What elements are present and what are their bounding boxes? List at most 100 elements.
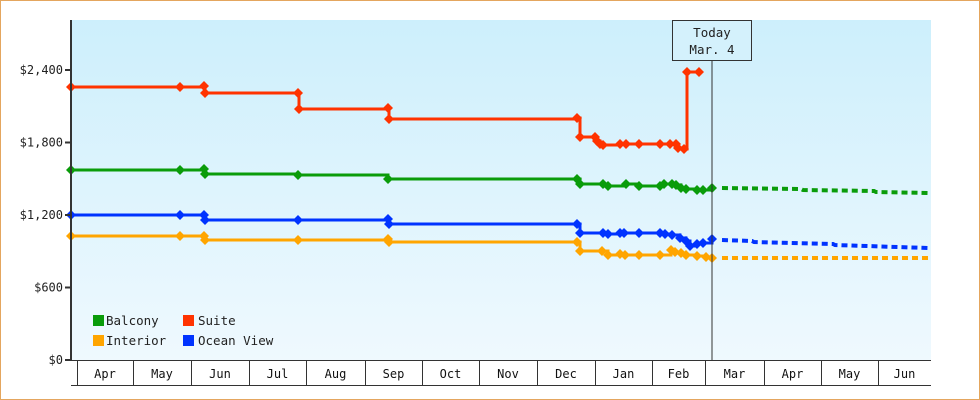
data-point-marker[interactable] bbox=[175, 231, 185, 241]
data-point-marker[interactable] bbox=[575, 246, 585, 256]
data-point-marker[interactable] bbox=[384, 114, 394, 124]
series-layer bbox=[66, 67, 929, 263]
data-point-marker[interactable] bbox=[619, 228, 629, 238]
x-month-label: Jun bbox=[894, 367, 916, 381]
data-point-marker[interactable] bbox=[665, 139, 675, 149]
legend-item-suite[interactable]: Suite bbox=[183, 313, 236, 328]
data-point-marker[interactable] bbox=[293, 215, 303, 225]
data-point-marker[interactable] bbox=[384, 237, 394, 247]
data-point-marker[interactable] bbox=[175, 165, 185, 175]
x-month-label: Apr bbox=[94, 367, 116, 381]
y-tick-label: $1,200 bbox=[20, 208, 63, 222]
data-point-marker[interactable] bbox=[603, 229, 613, 239]
x-month-label: Feb bbox=[668, 367, 690, 381]
legend-item-interior[interactable]: Interior bbox=[93, 333, 167, 348]
y-tick-label: $600 bbox=[34, 281, 63, 295]
data-point-marker[interactable] bbox=[692, 185, 702, 195]
data-point-marker[interactable] bbox=[603, 250, 613, 260]
data-point-marker[interactable] bbox=[659, 179, 669, 189]
series-balcony bbox=[66, 164, 929, 195]
x-month-label: Oct bbox=[440, 367, 462, 381]
series-ocean-view-projection bbox=[721, 238, 929, 250]
data-point-marker[interactable] bbox=[575, 132, 585, 142]
today-marker: Today Mar. 4 bbox=[672, 20, 752, 61]
data-point-marker[interactable] bbox=[682, 67, 692, 77]
x-month-label: Sep bbox=[383, 367, 405, 381]
data-point-marker[interactable] bbox=[667, 230, 677, 240]
data-point-marker[interactable] bbox=[615, 139, 625, 149]
data-point-marker[interactable] bbox=[175, 210, 185, 220]
y-tick-label: $2,400 bbox=[20, 63, 63, 77]
series-ocean-view bbox=[66, 210, 929, 251]
data-point-marker[interactable] bbox=[692, 251, 702, 261]
x-month-label: Jul bbox=[267, 367, 289, 381]
data-point-marker[interactable] bbox=[199, 81, 209, 91]
data-point-marker[interactable] bbox=[681, 184, 691, 194]
series-suite bbox=[66, 67, 704, 154]
data-point-marker[interactable] bbox=[200, 169, 210, 179]
x-month-label: Apr bbox=[782, 367, 804, 381]
data-point-marker[interactable] bbox=[200, 235, 210, 245]
x-month-label: Aug bbox=[325, 367, 347, 381]
x-month-label: May bbox=[839, 367, 861, 381]
data-point-marker[interactable] bbox=[383, 103, 393, 113]
data-point-marker[interactable] bbox=[200, 215, 210, 225]
data-point-marker[interactable] bbox=[621, 179, 631, 189]
data-point-marker[interactable] bbox=[384, 219, 394, 229]
data-point-marker[interactable] bbox=[575, 179, 585, 189]
legend-swatch-balcony bbox=[93, 315, 104, 326]
data-point-marker[interactable] bbox=[655, 139, 665, 149]
data-point-marker[interactable] bbox=[679, 144, 689, 154]
data-point-marker[interactable] bbox=[698, 185, 708, 195]
legend-swatch-interior bbox=[93, 335, 104, 346]
data-point-marker[interactable] bbox=[621, 139, 631, 149]
data-point-marker[interactable] bbox=[634, 250, 644, 260]
data-point-marker[interactable] bbox=[634, 139, 644, 149]
data-point-marker[interactable] bbox=[660, 229, 670, 239]
legend-swatch-suite bbox=[183, 315, 194, 326]
today-date: Mar. 4 bbox=[689, 42, 734, 57]
x-axis-months: Apr May Jun Jul Aug Sep Oct Nov Dec Jan Feb Mar Apr M… bbox=[71, 360, 931, 386]
data-point-marker[interactable] bbox=[603, 181, 613, 191]
data-point-marker[interactable] bbox=[572, 219, 582, 229]
x-month-label: Jun bbox=[209, 367, 231, 381]
data-point-marker[interactable] bbox=[293, 170, 303, 180]
data-point-marker[interactable] bbox=[634, 181, 644, 191]
data-point-marker[interactable] bbox=[383, 174, 393, 184]
data-point-marker[interactable] bbox=[681, 250, 691, 260]
data-point-marker[interactable] bbox=[293, 88, 303, 98]
legend: Balcony Suite Interior Ocean View bbox=[93, 313, 274, 348]
data-point-marker[interactable] bbox=[655, 250, 665, 260]
legend-item-ocean-view[interactable]: Ocean View bbox=[183, 333, 274, 348]
data-point-marker[interactable] bbox=[698, 238, 708, 248]
data-point-marker[interactable] bbox=[572, 237, 582, 247]
y-tick-label: $0 bbox=[49, 353, 63, 367]
data-point-marker[interactable] bbox=[575, 228, 585, 238]
data-point-marker[interactable] bbox=[620, 250, 630, 260]
data-point-marker[interactable] bbox=[200, 88, 210, 98]
data-point-marker[interactable] bbox=[598, 140, 608, 150]
x-month-label: Dec bbox=[555, 367, 577, 381]
series-interior bbox=[66, 231, 928, 263]
y-tick-label: $1,800 bbox=[20, 136, 63, 150]
data-point-marker[interactable] bbox=[572, 113, 582, 123]
x-month-label: Jan bbox=[613, 367, 635, 381]
data-point-marker[interactable] bbox=[294, 104, 304, 114]
series-balcony-projection bbox=[721, 186, 929, 195]
data-point-marker[interactable] bbox=[293, 235, 303, 245]
data-point-marker[interactable] bbox=[694, 67, 704, 77]
legend-swatch-ocean-view bbox=[183, 335, 194, 346]
x-month-label: Mar bbox=[724, 367, 746, 381]
y-axis-ticks: $0 $600 $1,200 $1,800 $2,400 bbox=[20, 63, 71, 367]
x-month-label: May bbox=[151, 367, 173, 381]
data-point-marker[interactable] bbox=[175, 82, 185, 92]
legend-item-balcony[interactable]: Balcony bbox=[93, 313, 159, 328]
x-month-label: Nov bbox=[497, 367, 519, 381]
data-point-marker[interactable] bbox=[634, 228, 644, 238]
legend-label-ocean-view: Ocean View bbox=[198, 333, 274, 348]
legend-label-interior: Interior bbox=[106, 333, 167, 348]
today-label: Today bbox=[693, 25, 731, 40]
legend-label-balcony: Balcony bbox=[106, 313, 159, 328]
legend-label-suite: Suite bbox=[198, 313, 236, 328]
